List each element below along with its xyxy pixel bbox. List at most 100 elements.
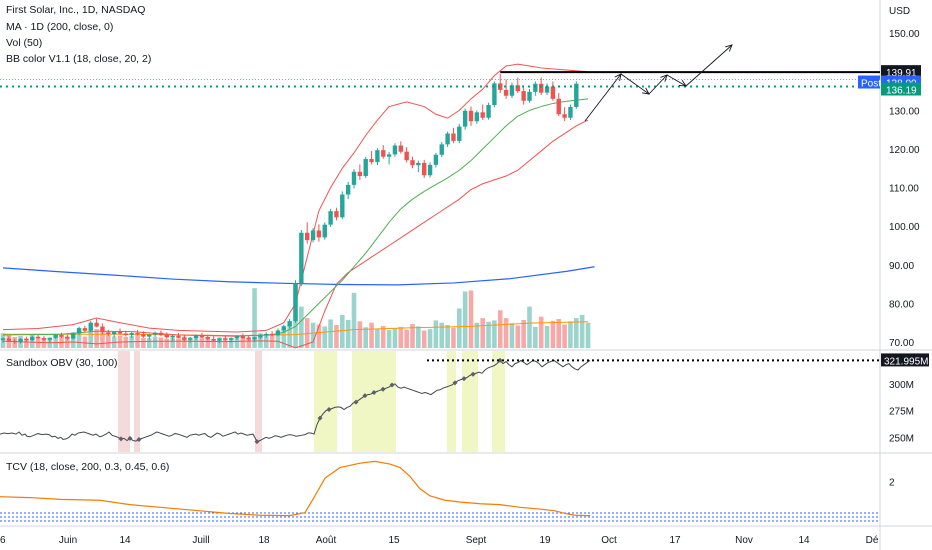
candle-body (275, 330, 281, 336)
time-axis-tick: Nov (735, 535, 753, 546)
price-axis-tick: 150.00 (889, 29, 920, 40)
candle-body (392, 145, 398, 155)
candle-body (141, 334, 146, 337)
obv-level-tag-label: 321.995M (884, 356, 928, 367)
volume-bar (24, 338, 29, 348)
candle-body (433, 154, 439, 165)
volume-bar (527, 306, 532, 348)
candle-body (211, 338, 216, 341)
candle-body (287, 321, 292, 327)
volume-bar (480, 318, 485, 348)
tcv-line (0, 460, 591, 517)
candle-body (509, 85, 515, 96)
obv-highlight-band (134, 351, 140, 452)
candle-body (462, 110, 468, 127)
candle-body (357, 171, 363, 177)
volume-bar (457, 308, 462, 348)
obv-highlight-band (492, 351, 505, 452)
candle-body (474, 112, 480, 122)
obv-marker (371, 389, 377, 395)
bb-mid-segment (377, 222, 390, 239)
obv-highlight-band (118, 351, 130, 452)
level-tag-label: 136.19 (886, 86, 917, 97)
volume-bar (246, 336, 251, 348)
time-axis-tick: 14 (119, 535, 131, 546)
candle-body (515, 85, 520, 92)
volume-bar (135, 334, 140, 348)
volume-bar (392, 328, 398, 348)
volume-bar (193, 337, 199, 348)
volume-bar (416, 326, 421, 348)
candle-body (18, 338, 23, 342)
candle-body (468, 110, 474, 122)
bb-mid-segment (295, 314, 308, 327)
volume-bar (164, 338, 170, 348)
candle-body (410, 160, 415, 166)
obv-marker (254, 439, 260, 445)
candle-body (404, 151, 409, 161)
obv-marker (118, 436, 124, 442)
candle-body (47, 337, 52, 340)
volume-bar (351, 292, 357, 348)
obv-marker (136, 436, 142, 442)
volume-bar (211, 339, 216, 348)
volume-bar (451, 327, 456, 348)
candle-body (264, 333, 269, 336)
bb-mid-segment (2, 333, 62, 336)
bb-mid-segment (341, 266, 355, 281)
projection-arrow (648, 74, 668, 95)
candle-body (252, 337, 257, 340)
candle-body (544, 86, 550, 93)
candle-body (521, 91, 526, 101)
volume-bar (579, 314, 585, 348)
bb-mid-segment (318, 291, 331, 304)
candle-body (550, 86, 556, 99)
bb-mid-segment (388, 208, 402, 223)
candle-body (568, 106, 573, 118)
candle-body (439, 144, 444, 155)
candle-body (240, 336, 246, 339)
obv-marker (353, 399, 359, 405)
bb-mid-segment (400, 198, 413, 210)
candle-body (345, 184, 351, 195)
candle-body (170, 335, 175, 338)
projection-arrow (685, 44, 733, 87)
volume-bar (533, 326, 538, 348)
obv-marker (326, 407, 332, 413)
candle-body (117, 331, 123, 334)
volume-bar (369, 322, 374, 348)
candle-body (193, 335, 199, 339)
candle-body (59, 335, 64, 337)
candle-body (527, 91, 532, 101)
candle-body (129, 333, 134, 336)
bb-mid-segment (283, 326, 296, 333)
bb-mid-segment (494, 125, 507, 138)
obv-marker (452, 380, 458, 386)
volume-bar (550, 320, 556, 348)
volume-bar (503, 318, 509, 348)
candle-body (293, 283, 298, 322)
candle-body (12, 340, 17, 342)
candle-body (445, 133, 450, 145)
obv-marker (362, 393, 368, 399)
volume-bar (106, 335, 111, 348)
candle-body (556, 98, 561, 115)
volume-bar (497, 310, 503, 348)
candle-body (503, 89, 509, 96)
candle-body (135, 333, 140, 335)
obv-axis-tick: 275M (889, 407, 914, 418)
volume-bar (474, 322, 480, 348)
candle-body (35, 336, 41, 339)
candle-body (539, 83, 544, 93)
candle-body (71, 333, 76, 339)
candle-body (205, 336, 210, 339)
volume-bar (76, 334, 82, 348)
price-axis-tick: 90.00 (889, 261, 914, 272)
volume-bar (410, 324, 415, 348)
volume-bar (176, 338, 181, 348)
volume-bar (386, 330, 392, 348)
volume-bar (304, 318, 310, 348)
projection-arrow (666, 74, 687, 87)
candle-body (164, 335, 169, 338)
